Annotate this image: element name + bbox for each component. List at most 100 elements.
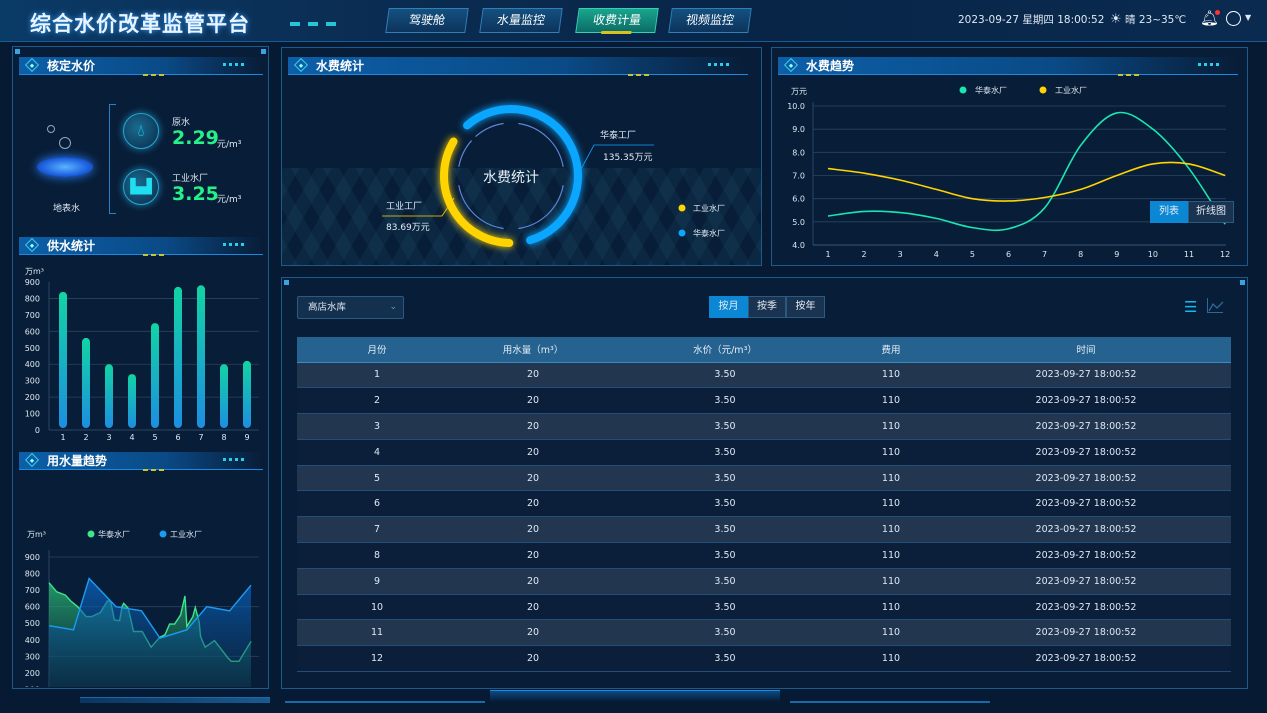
x-tick-label: 11	[1184, 250, 1194, 259]
y-tick-label: 500	[25, 344, 40, 353]
table-cell: 110	[841, 594, 941, 621]
table-cell: 110	[841, 465, 941, 492]
list-view-button[interactable]: 列表	[1150, 201, 1188, 223]
slice-value-label: 135.35万元	[603, 153, 653, 163]
table-cell: 3.50	[609, 619, 841, 647]
table-cell: 6	[297, 490, 457, 518]
donut-center-label: 水费统计	[483, 170, 539, 186]
nav-tab-water-monitor[interactable]: 水量监控	[479, 8, 563, 33]
bar	[220, 364, 228, 428]
period-year-button[interactable]: 按年	[786, 296, 825, 318]
bar	[243, 360, 251, 428]
table-panel: 高店水库 ⌄ 按月 按季 按年 ☰ 月份 用水量（m³） 水价（元/m³） 费用 …	[281, 277, 1248, 689]
nav-tab-cockpit[interactable]: 驾驶舱	[385, 8, 469, 33]
table-cell: 2023-09-27 18:00:52	[941, 490, 1231, 518]
nav-tab-billing[interactable]: 收费计量	[575, 8, 659, 33]
notification-dot	[1215, 10, 1221, 15]
industrial-plant-price: 3.25	[172, 183, 219, 205]
table-row[interactable]: 2 20 3.50 110 2023-09-27 18:00:52	[297, 387, 1231, 415]
y-tick-label: 7.0	[792, 172, 805, 181]
table-cell: 2023-09-27 18:00:52	[941, 465, 1231, 492]
y-tick-label: 600	[25, 603, 40, 612]
table-cell: 20	[457, 645, 609, 673]
table-row[interactable]: 9 20 3.50 110 2023-09-27 18:00:52	[297, 568, 1231, 595]
table-cell: 2023-09-27 18:00:52	[941, 516, 1231, 544]
table-cell: 8	[297, 542, 457, 569]
x-tick-label: 2	[83, 433, 88, 442]
table-row[interactable]: 5 20 3.50 110 2023-09-27 18:00:52	[297, 465, 1231, 492]
legend-label: 工业水厂	[1055, 85, 1087, 95]
y-tick-label: 900	[25, 553, 40, 562]
x-tick-label: 4	[934, 250, 939, 259]
fee-trend-panel: 水费趋势 万元 华泰水厂 工业水厂 4.0 5.0 6.0 7.0 8.0 9.0 10.0 1 2 3…	[771, 47, 1248, 266]
list-icon[interactable]: ☰	[1184, 298, 1198, 316]
table-row[interactable]: 11 20 3.50 110 2023-09-27 18:00:52	[297, 619, 1231, 647]
nav-tab-video[interactable]: 视频监控	[668, 8, 752, 33]
chevron-down-icon[interactable]: ▼	[1245, 13, 1252, 22]
table-row[interactable]: 1 20 3.50 110 2023-09-27 18:00:52	[297, 362, 1231, 389]
table-cell: 20	[457, 465, 609, 492]
legend-marker	[1039, 86, 1047, 94]
corner-decoration	[1240, 280, 1245, 285]
raw-water-price: 2.29	[172, 127, 219, 149]
factory-icon: ▙▟	[123, 169, 159, 205]
x-tick-label: 8	[1078, 250, 1083, 259]
table-row[interactable]: 3 20 3.50 110 2023-09-27 18:00:52	[297, 413, 1231, 440]
slice-value-label: 83.69万元	[386, 223, 430, 233]
col-price: 水价（元/m³）	[609, 337, 841, 363]
reservoir-select[interactable]: 高店水库 ⌄	[297, 296, 404, 319]
table-row[interactable]: 4 20 3.50 110 2023-09-27 18:00:52	[297, 439, 1231, 466]
table-row[interactable]: 7 20 3.50 110 2023-09-27 18:00:52	[297, 516, 1231, 544]
y-tick-label: 400	[25, 636, 40, 645]
y-tick-label: 800	[25, 570, 40, 579]
col-time: 时间	[941, 337, 1231, 363]
table-cell: 110	[841, 516, 941, 544]
footer-decoration	[285, 701, 485, 703]
table-cell: 3.50	[609, 490, 841, 518]
table-row[interactable]: 12 20 3.50 110 2023-09-27 18:00:52	[297, 645, 1231, 673]
user-avatar-icon[interactable]	[1226, 11, 1241, 26]
inner-ring-segment	[518, 122, 564, 167]
col-fee: 费用	[841, 337, 941, 363]
bar	[82, 337, 90, 428]
table-cell: 2023-09-27 18:00:52	[941, 645, 1231, 673]
label-leader-line	[579, 144, 654, 172]
table-cell: 3.50	[609, 516, 841, 544]
series-line	[827, 161, 1226, 202]
table-cell: 7	[297, 516, 457, 544]
line-chart-view-button[interactable]: 折线图	[1188, 201, 1234, 223]
header-decoration	[290, 22, 340, 26]
y-tick-label: 800	[25, 294, 40, 303]
y-axis-unit: 万m³	[25, 267, 44, 276]
y-tick-label: 9.0	[792, 125, 805, 134]
table-cell: 20	[457, 490, 609, 518]
col-month: 月份	[297, 337, 457, 363]
industrial-plant-unit: 元/m³	[217, 195, 242, 205]
table-cell: 110	[841, 439, 941, 466]
section-title: 核定水价	[47, 59, 96, 73]
period-quarter-button[interactable]: 按季	[748, 296, 786, 318]
x-tick-label: 9	[1114, 250, 1119, 259]
inner-ring-segment	[458, 185, 504, 230]
period-month-button[interactable]: 按月	[709, 296, 748, 318]
table-row[interactable]: 8 20 3.50 110 2023-09-27 18:00:52	[297, 542, 1231, 569]
bell-icon[interactable]: 🔔︎	[1200, 9, 1221, 27]
x-tick-label: 6	[175, 433, 180, 442]
table-cell: 2023-09-27 18:00:52	[941, 362, 1231, 389]
table-cell: 2023-09-27 18:00:52	[941, 387, 1231, 415]
weather: ☀ 晴 23~35℃	[1110, 12, 1186, 27]
bar	[128, 374, 136, 428]
section-title: 水费统计	[316, 59, 365, 73]
table-cell: 3.50	[609, 439, 841, 466]
table-row[interactable]: 10 20 3.50 110 2023-09-27 18:00:52	[297, 594, 1231, 621]
table-row[interactable]: 6 20 3.50 110 2023-09-27 18:00:52	[297, 490, 1231, 518]
table-cell: 3.50	[609, 465, 841, 492]
time: 18:00:52	[1057, 14, 1105, 26]
line-chart-icon[interactable]	[1207, 298, 1224, 313]
table-cell: 3.50	[609, 568, 841, 595]
inner-ring-segment	[475, 122, 504, 138]
bar	[59, 291, 67, 428]
y-tick-label: 600	[25, 327, 40, 336]
chevron-down-icon: ⌄	[389, 302, 397, 312]
